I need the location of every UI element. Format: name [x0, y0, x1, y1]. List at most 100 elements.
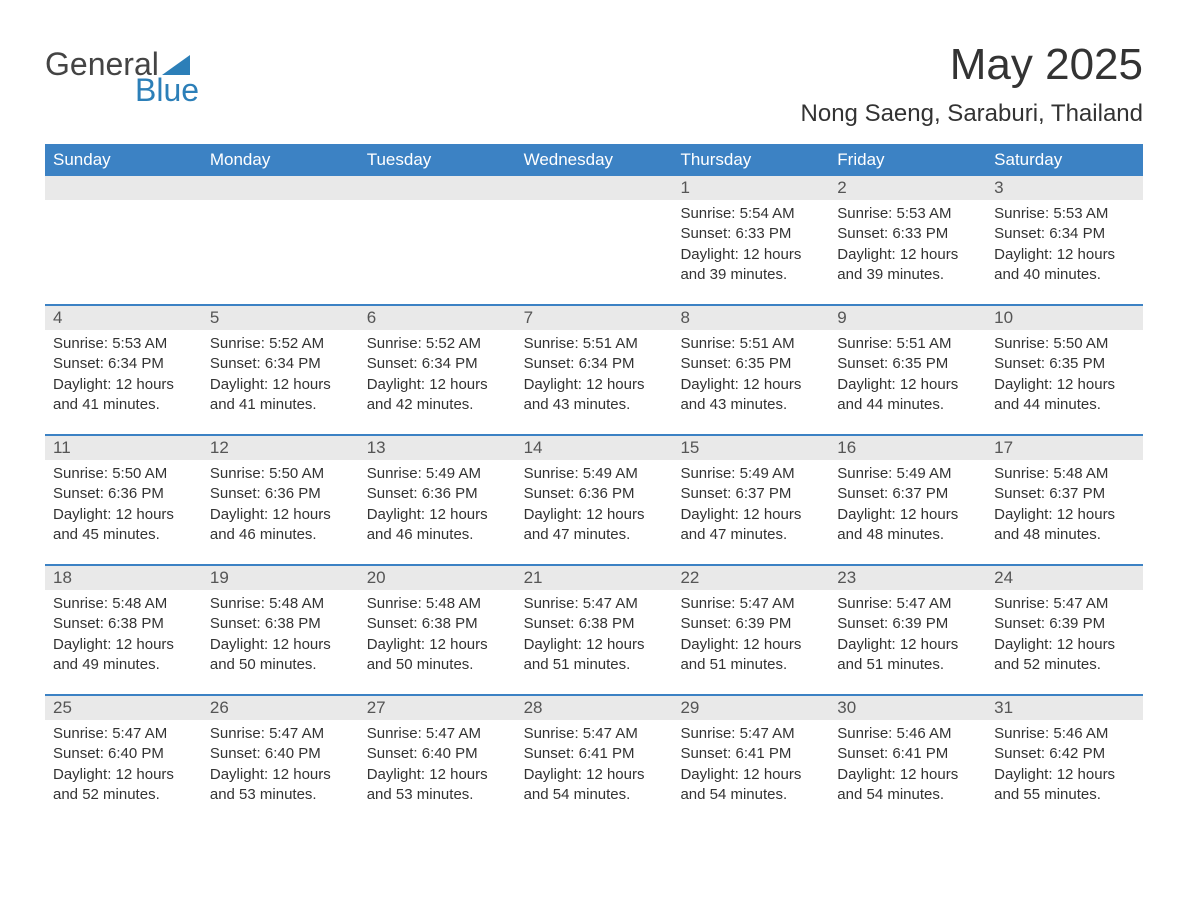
sunrise-line: Sunrise: 5:47 AM	[367, 724, 508, 744]
day-number: 8	[672, 306, 829, 330]
day-number: 20	[359, 566, 516, 590]
sunset-label: Sunset:	[524, 745, 575, 762]
day-detail: Sunrise: 5:53 AMSunset: 6:34 PMDaylight:…	[45, 330, 202, 423]
sunrise-label: Sunrise:	[994, 595, 1049, 612]
sunset-value: 6:42 PM	[1049, 745, 1105, 762]
weekday-header-cell: Thursday	[672, 144, 829, 176]
sunrise-line: Sunrise: 5:46 AM	[837, 724, 978, 744]
sunrise-value: 5:50 AM	[1053, 335, 1108, 352]
sunset-label: Sunset:	[837, 485, 888, 502]
sunset-label: Sunset:	[210, 485, 261, 502]
sunset-line: Sunset: 6:37 PM	[994, 484, 1135, 504]
daylight-label: Daylight:	[210, 376, 268, 393]
sunset-value: 6:37 PM	[735, 485, 791, 502]
sunrise-value: 5:47 AM	[112, 725, 167, 742]
sunrise-line: Sunrise: 5:51 AM	[680, 334, 821, 354]
sunset-line: Sunset: 6:33 PM	[837, 224, 978, 244]
day-number: 13	[359, 436, 516, 460]
daylight-label: Daylight:	[367, 766, 425, 783]
day-detail: Sunrise: 5:49 AMSunset: 6:36 PMDaylight:…	[516, 460, 673, 553]
sunrise-line: Sunrise: 5:51 AM	[837, 334, 978, 354]
daylight-line: Daylight: 12 hours and 42 minutes.	[367, 375, 508, 416]
day-cell: 24Sunrise: 5:47 AMSunset: 6:39 PMDayligh…	[986, 566, 1143, 694]
sunrise-line: Sunrise: 5:49 AM	[680, 464, 821, 484]
sunset-line: Sunset: 6:36 PM	[524, 484, 665, 504]
daylight-label: Daylight:	[53, 636, 111, 653]
sunset-label: Sunset:	[837, 615, 888, 632]
day-detail: Sunrise: 5:48 AMSunset: 6:38 PMDaylight:…	[202, 590, 359, 683]
sunrise-line: Sunrise: 5:48 AM	[367, 594, 508, 614]
day-detail: Sunrise: 5:47 AMSunset: 6:40 PMDaylight:…	[202, 720, 359, 813]
day-detail: Sunrise: 5:49 AMSunset: 6:36 PMDaylight:…	[359, 460, 516, 553]
sunrise-line: Sunrise: 5:48 AM	[53, 594, 194, 614]
sunset-line: Sunset: 6:36 PM	[53, 484, 194, 504]
sunrise-value: 5:47 AM	[740, 725, 795, 742]
day-number: 1	[672, 176, 829, 200]
sunrise-value: 5:49 AM	[897, 465, 952, 482]
sunrise-value: 5:48 AM	[1053, 465, 1108, 482]
day-cell: 20Sunrise: 5:48 AMSunset: 6:38 PMDayligh…	[359, 566, 516, 694]
weeks-container: 1Sunrise: 5:54 AMSunset: 6:33 PMDaylight…	[45, 176, 1143, 824]
daylight-label: Daylight:	[837, 766, 895, 783]
brand-logo-sub-text: Blue	[135, 74, 199, 106]
day-detail: Sunrise: 5:47 AMSunset: 6:39 PMDaylight:…	[672, 590, 829, 683]
day-number-empty	[202, 176, 359, 200]
sunrise-line: Sunrise: 5:47 AM	[680, 724, 821, 744]
day-cell-empty	[45, 176, 202, 304]
sunset-label: Sunset:	[994, 225, 1045, 242]
sunset-label: Sunset:	[994, 485, 1045, 502]
sunset-label: Sunset:	[53, 745, 104, 762]
weekday-header-cell: Monday	[202, 144, 359, 176]
day-cell: 10Sunrise: 5:50 AMSunset: 6:35 PMDayligh…	[986, 306, 1143, 434]
daylight-label: Daylight:	[524, 636, 582, 653]
sunrise-label: Sunrise:	[367, 335, 422, 352]
sunrise-line: Sunrise: 5:50 AM	[994, 334, 1135, 354]
daylight-line: Daylight: 12 hours and 53 minutes.	[367, 765, 508, 806]
day-cell-empty	[359, 176, 516, 304]
sunrise-label: Sunrise:	[367, 465, 422, 482]
sunset-line: Sunset: 6:35 PM	[680, 354, 821, 374]
day-cell: 15Sunrise: 5:49 AMSunset: 6:37 PMDayligh…	[672, 436, 829, 564]
sunset-value: 6:38 PM	[265, 615, 321, 632]
daylight-line: Daylight: 12 hours and 48 minutes.	[837, 505, 978, 546]
sunrise-label: Sunrise:	[994, 725, 1049, 742]
sunset-label: Sunset:	[524, 485, 575, 502]
weekday-header-row: SundayMondayTuesdayWednesdayThursdayFrid…	[45, 144, 1143, 176]
daylight-label: Daylight:	[994, 636, 1052, 653]
sunrise-line: Sunrise: 5:49 AM	[524, 464, 665, 484]
sunrise-value: 5:47 AM	[426, 725, 481, 742]
day-detail: Sunrise: 5:46 AMSunset: 6:41 PMDaylight:…	[829, 720, 986, 813]
daylight-label: Daylight:	[994, 766, 1052, 783]
daylight-line: Daylight: 12 hours and 40 minutes.	[994, 245, 1135, 286]
sunset-value: 6:33 PM	[892, 225, 948, 242]
daylight-label: Daylight:	[210, 506, 268, 523]
sunrise-line: Sunrise: 5:47 AM	[524, 724, 665, 744]
day-detail: Sunrise: 5:50 AMSunset: 6:36 PMDaylight:…	[202, 460, 359, 553]
day-cell: 23Sunrise: 5:47 AMSunset: 6:39 PMDayligh…	[829, 566, 986, 694]
week-row: 25Sunrise: 5:47 AMSunset: 6:40 PMDayligh…	[45, 694, 1143, 824]
day-cell: 1Sunrise: 5:54 AMSunset: 6:33 PMDaylight…	[672, 176, 829, 304]
day-detail: Sunrise: 5:51 AMSunset: 6:35 PMDaylight:…	[672, 330, 829, 423]
sunrise-label: Sunrise:	[210, 335, 265, 352]
sunrise-line: Sunrise: 5:47 AM	[53, 724, 194, 744]
day-cell: 21Sunrise: 5:47 AMSunset: 6:38 PMDayligh…	[516, 566, 673, 694]
sunset-value: 6:34 PM	[422, 355, 478, 372]
day-detail: Sunrise: 5:47 AMSunset: 6:38 PMDaylight:…	[516, 590, 673, 683]
day-cell: 8Sunrise: 5:51 AMSunset: 6:35 PMDaylight…	[672, 306, 829, 434]
sunset-label: Sunset:	[367, 355, 418, 372]
sunrise-label: Sunrise:	[994, 335, 1049, 352]
sunrise-line: Sunrise: 5:47 AM	[524, 594, 665, 614]
sunrise-line: Sunrise: 5:53 AM	[53, 334, 194, 354]
day-cell: 30Sunrise: 5:46 AMSunset: 6:41 PMDayligh…	[829, 696, 986, 824]
day-detail: Sunrise: 5:53 AMSunset: 6:33 PMDaylight:…	[829, 200, 986, 293]
sunset-label: Sunset:	[210, 745, 261, 762]
sunset-value: 6:40 PM	[422, 745, 478, 762]
day-number-empty	[516, 176, 673, 200]
day-number: 19	[202, 566, 359, 590]
daylight-label: Daylight:	[994, 506, 1052, 523]
daylight-label: Daylight:	[53, 506, 111, 523]
sunset-line: Sunset: 6:39 PM	[680, 614, 821, 634]
daylight-line: Daylight: 12 hours and 50 minutes.	[367, 635, 508, 676]
sunrise-value: 5:48 AM	[269, 595, 324, 612]
sunset-line: Sunset: 6:36 PM	[367, 484, 508, 504]
